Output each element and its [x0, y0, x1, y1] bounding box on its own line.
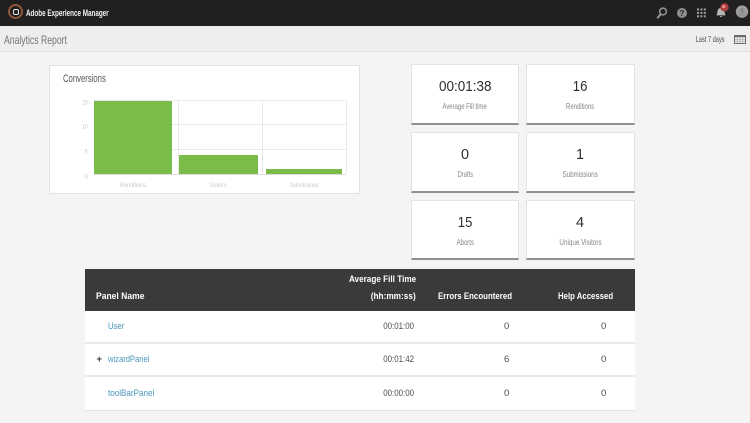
svg-text:Submissions: Submissions: [290, 182, 320, 189]
svg-text:15: 15: [82, 101, 89, 107]
svg-text:?: ?: [680, 9, 685, 18]
svg-text:Visitors: Visitors: [210, 182, 228, 189]
svg-text:5: 5: [85, 150, 89, 156]
svg-text:Renditions: Renditions: [120, 182, 147, 189]
svg-text:0: 0: [85, 175, 89, 181]
svg-text:10: 10: [82, 125, 89, 131]
